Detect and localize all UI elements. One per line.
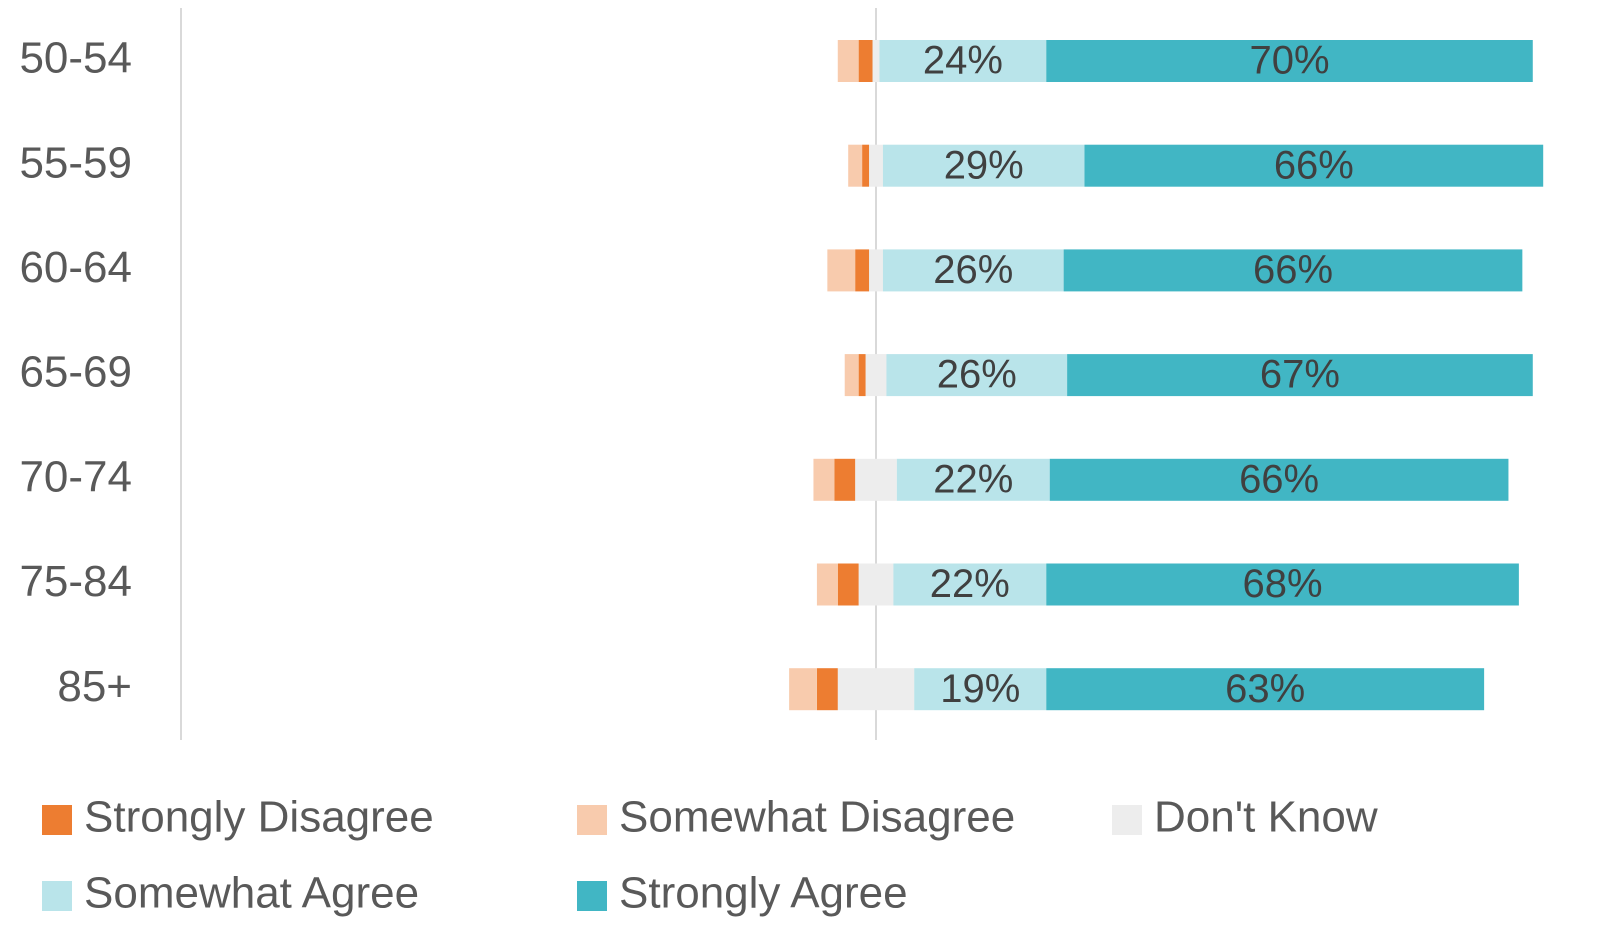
category-label: 65-69 [19, 348, 132, 397]
data-label: 63% [1225, 667, 1305, 711]
bar-segment [865, 354, 887, 397]
legend-swatch [1112, 805, 1142, 835]
legend-label: Don't Know [1154, 793, 1378, 842]
category-label: 85+ [57, 662, 132, 711]
category-label: 55-59 [19, 138, 132, 187]
bar-segment [844, 354, 859, 397]
bar-segment [1063, 249, 1523, 292]
bar-segment [1046, 40, 1533, 82]
legend-swatch [577, 881, 607, 911]
bar-segment [882, 249, 1064, 292]
bar-segment [1067, 354, 1533, 397]
data-label: 22% [933, 457, 1013, 501]
bar-segment [869, 144, 883, 187]
legend-label: Somewhat Disagree [619, 793, 1015, 842]
legend-swatch [42, 805, 72, 835]
category-label: 70-74 [19, 452, 132, 501]
bar-segment [816, 668, 838, 711]
bar-segment [879, 40, 1047, 82]
bar-segment [858, 563, 894, 606]
data-label: 67% [1260, 353, 1340, 397]
bar-segment [882, 144, 1085, 187]
bar-segment [896, 458, 1050, 501]
bar-segment [872, 40, 880, 82]
bar-segment [862, 144, 870, 187]
category-label: 60-64 [19, 243, 132, 292]
bar-segment [827, 249, 856, 292]
data-label: 68% [1243, 562, 1323, 606]
bar-segment [1049, 458, 1509, 501]
bar-segment [1046, 563, 1519, 606]
bar-segment [855, 458, 897, 501]
data-label: 66% [1239, 457, 1319, 501]
bar-segment [855, 249, 870, 292]
data-label: 22% [930, 562, 1010, 606]
bar-segment [837, 668, 915, 711]
data-label: 29% [944, 143, 1024, 187]
bar-segment [869, 249, 883, 292]
bar-segment [914, 668, 1047, 711]
bar-segment [893, 563, 1047, 606]
legend-label: Somewhat Agree [84, 869, 419, 918]
bar-segment [886, 354, 1068, 397]
bar-segment [837, 563, 859, 606]
data-label: 24% [923, 39, 1003, 83]
bar-segment [789, 668, 817, 711]
category-label: 75-84 [19, 557, 132, 606]
bar-segment [816, 563, 838, 606]
bar-segment [813, 458, 835, 501]
bar-segment [848, 144, 863, 187]
legend-swatch [42, 881, 72, 911]
bar-segment [837, 40, 859, 82]
bar-segment [858, 40, 873, 82]
data-label: 19% [940, 667, 1020, 711]
data-label: 26% [933, 248, 1013, 292]
data-label: 66% [1253, 248, 1333, 292]
legend-swatch [577, 805, 607, 835]
category-label: 50-54 [19, 34, 132, 83]
bar-segment [1046, 668, 1485, 711]
bar-segment [858, 354, 866, 397]
bar-segment [834, 458, 856, 501]
bar-segment [1084, 144, 1544, 187]
data-label: 66% [1274, 143, 1354, 187]
legend-label: Strongly Agree [619, 869, 908, 918]
data-label: 26% [937, 353, 1017, 397]
data-label: 70% [1249, 39, 1329, 83]
legend-label: Strongly Disagree [84, 793, 434, 842]
